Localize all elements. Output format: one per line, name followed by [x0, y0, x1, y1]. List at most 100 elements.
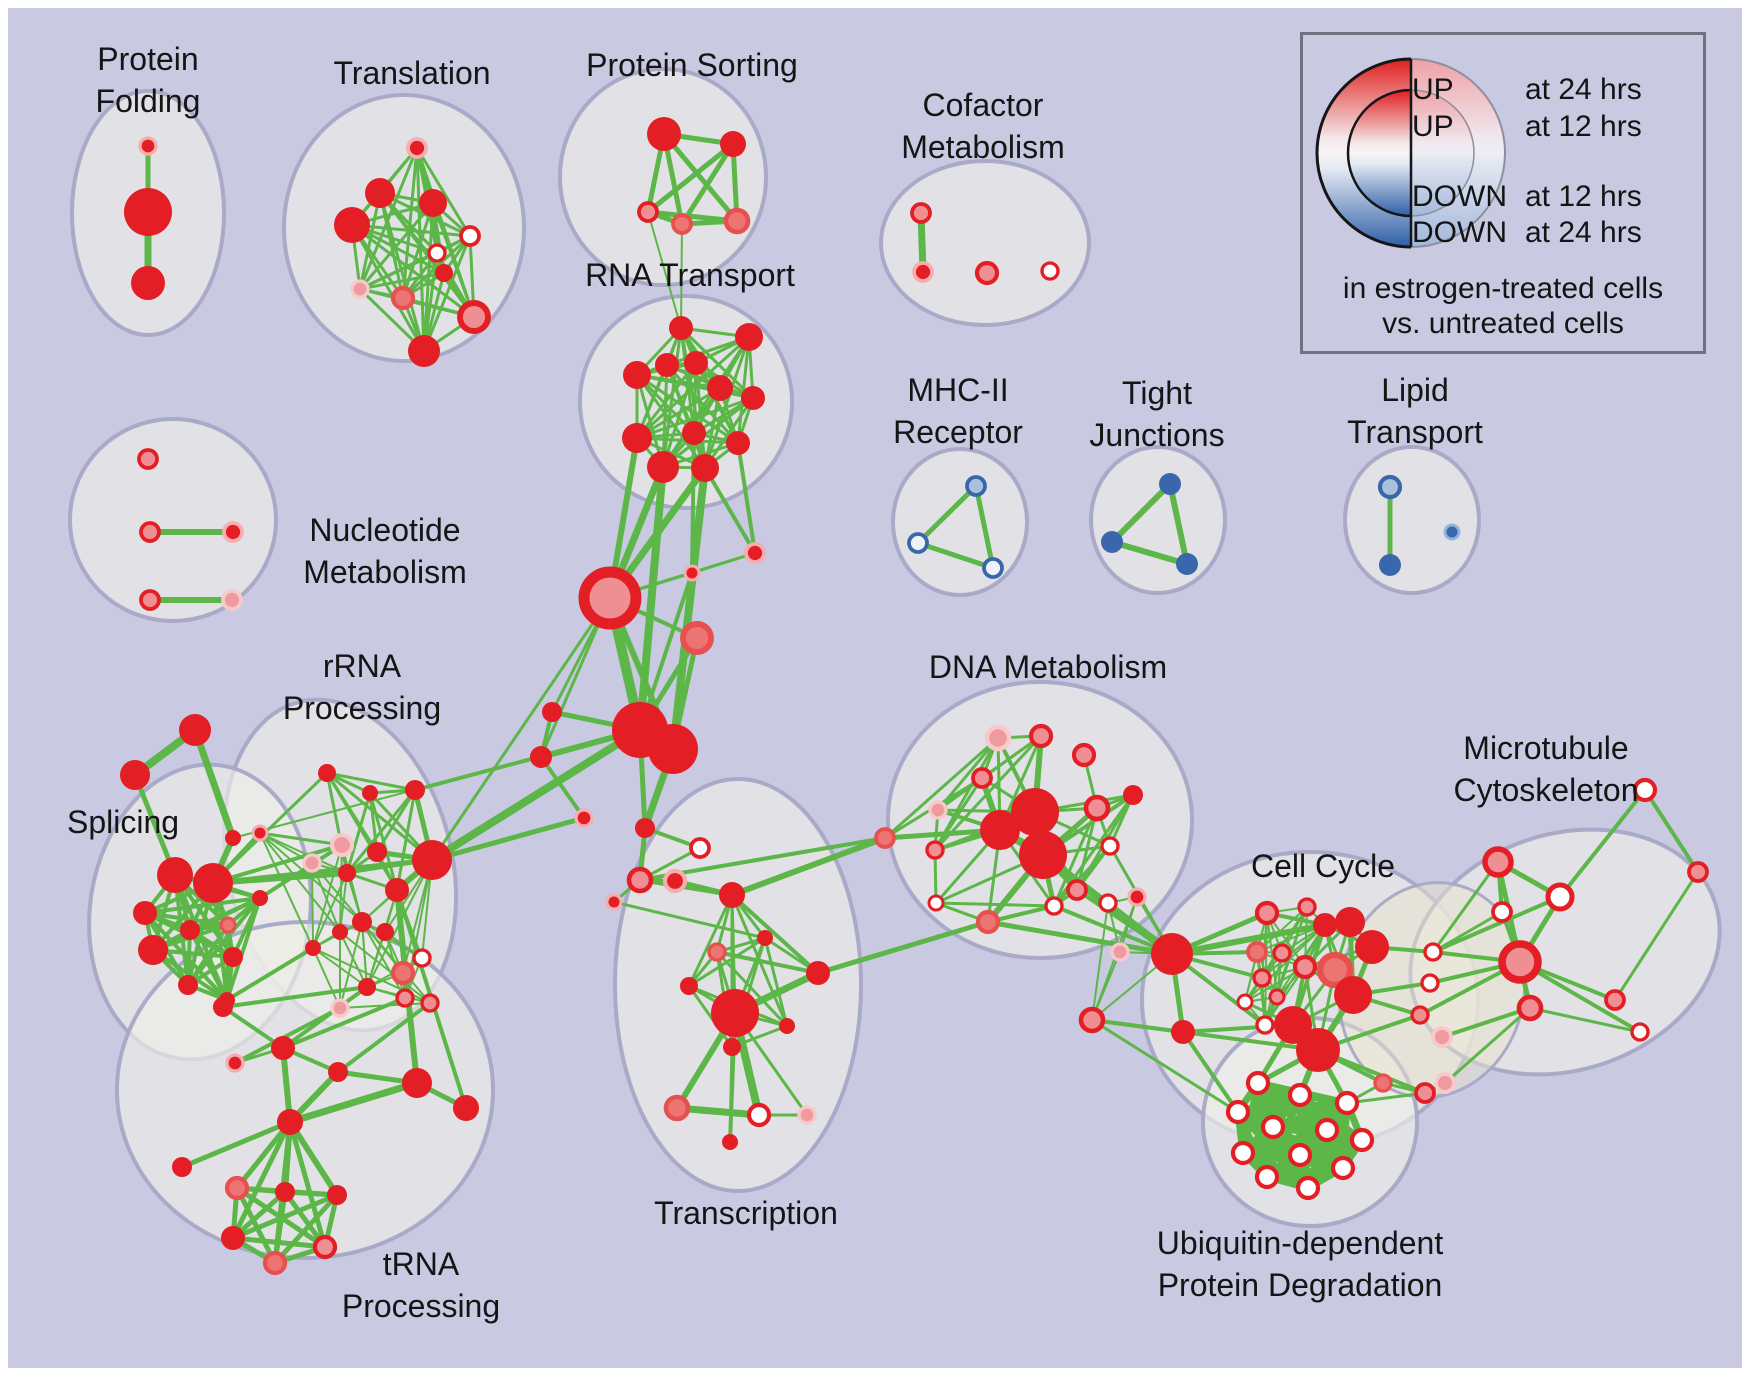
- gene-node: [1019, 831, 1067, 879]
- gene-node: [719, 882, 745, 908]
- edge: [669, 464, 709, 753]
- legend-time: at 24 hrs: [1525, 216, 1642, 249]
- cluster-ellipse-tight-junctions: [1089, 445, 1227, 595]
- edge: [358, 191, 382, 291]
- edge: [679, 326, 755, 400]
- label-line: Cofactor: [922, 87, 1044, 123]
- gene-node: [262, 1250, 288, 1276]
- edge: [361, 921, 406, 999]
- legend-wheel-half: [1348, 90, 1411, 216]
- gene-node: [275, 1182, 295, 1202]
- gene-node: [912, 261, 934, 283]
- edge: [211, 843, 344, 885]
- gene-node: [1630, 1022, 1650, 1042]
- edge: [361, 921, 368, 988]
- gene-node: [928, 800, 948, 820]
- edge: [415, 146, 472, 238]
- edge: [703, 466, 757, 555]
- gene-node: [637, 201, 659, 223]
- gene-node: [984, 724, 1012, 752]
- gene-node: [605, 893, 623, 911]
- gene-node: [1334, 1090, 1360, 1116]
- gene-node: [1176, 553, 1198, 575]
- gene-node: [626, 866, 654, 894]
- gene-node: [741, 386, 765, 410]
- gene-node: [251, 824, 269, 842]
- label-line: Lipid: [1381, 372, 1449, 408]
- edge: [728, 1045, 734, 1144]
- label-microtubule-cytoskeleton: Microtubule Cytoskeleton: [1454, 727, 1639, 811]
- edge: [259, 832, 341, 933]
- label-line: Protein Sorting: [586, 47, 798, 83]
- edge: [687, 984, 734, 1049]
- gene-node: [419, 189, 447, 217]
- gene-node: [1245, 1070, 1271, 1096]
- legend-time: at 24 hrs: [1525, 73, 1642, 106]
- edge: [143, 911, 229, 1002]
- gene-node: [1316, 951, 1354, 989]
- gene-node: [720, 131, 746, 157]
- gene-node: [1355, 930, 1389, 964]
- gene-node: [980, 810, 1020, 850]
- gene-node: [683, 564, 701, 582]
- gene-node: [172, 1157, 192, 1177]
- gene-node: [405, 780, 425, 800]
- gene-node: [138, 935, 168, 965]
- edge: [339, 872, 348, 933]
- edge: [361, 921, 431, 1004]
- edge: [729, 835, 888, 898]
- gene-node: [1482, 846, 1514, 878]
- gene-node: [362, 785, 378, 801]
- edge: [345, 791, 372, 875]
- label-cofactor-metabolism: Cofactor Metabolism: [901, 84, 1065, 168]
- gene-node: [1414, 1082, 1436, 1104]
- edge: [188, 928, 229, 1002]
- gene-node: [1171, 1020, 1195, 1044]
- gene-node: [221, 589, 243, 611]
- gene-node: [1236, 993, 1254, 1011]
- edge: [1443, 1006, 1532, 1085]
- legend-direction: DOWN: [1412, 180, 1507, 213]
- edge: [210, 857, 435, 886]
- legend-time: at 12 hrs: [1525, 180, 1642, 213]
- edge: [1256, 906, 1308, 953]
- gene-node: [707, 942, 727, 962]
- gene-node: [157, 857, 193, 893]
- edge: [635, 396, 755, 440]
- label-nucleotide-metabolism: Nucleotide Metabolism: [303, 509, 467, 593]
- gene-node: [180, 920, 200, 940]
- edge: [179, 1119, 293, 1170]
- gene-node: [726, 431, 750, 455]
- edge: [287, 1119, 340, 1198]
- edge: [1167, 481, 1190, 567]
- gene-node: [806, 961, 830, 985]
- legend-direction: DOWN: [1412, 216, 1507, 249]
- gene-node: [358, 978, 376, 996]
- gene-node: [1420, 973, 1440, 993]
- gene-node: [252, 890, 268, 906]
- gene-node: [225, 830, 241, 846]
- gene-node: [271, 1036, 295, 1060]
- gene-node: [746, 1102, 772, 1128]
- edge: [673, 1104, 763, 1119]
- gene-node: [723, 207, 751, 235]
- gene-node: [744, 542, 766, 564]
- gene-node: [655, 353, 679, 377]
- edge: [1234, 1099, 1351, 1116]
- gene-node: [334, 207, 370, 243]
- label-cell-cycle: Cell Cycle: [1251, 845, 1395, 887]
- edge: [703, 335, 751, 470]
- label-line: Splicing: [66, 804, 180, 840]
- gene-node: [1246, 941, 1268, 963]
- label-protein-sorting: Protein Sorting: [586, 44, 798, 86]
- label-line: Folding: [95, 83, 201, 119]
- legend-direction: UP: [1412, 110, 1454, 143]
- edge: [259, 832, 348, 874]
- edge: [211, 771, 329, 885]
- gene-node: [1604, 989, 1626, 1011]
- gene-node: [225, 1053, 245, 1073]
- gene-node: [408, 335, 440, 367]
- gene-node: [671, 213, 693, 235]
- gene-node: [305, 940, 321, 956]
- gene-node: [691, 454, 719, 482]
